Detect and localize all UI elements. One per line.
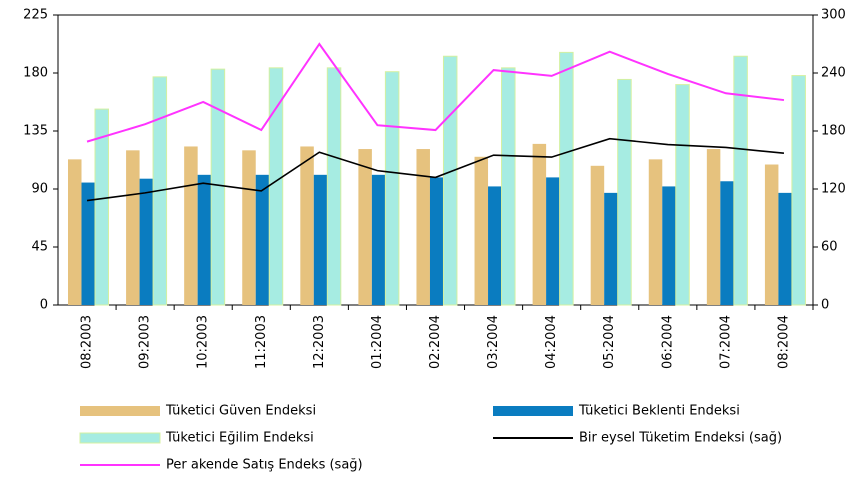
bar — [81, 182, 95, 305]
y-tick-label: 0 — [40, 298, 48, 313]
bar — [326, 67, 342, 306]
bar — [358, 149, 372, 305]
x-tick-label: 11:2003 — [254, 315, 269, 369]
y-tick-label: 135 — [23, 124, 48, 139]
y2-tick-label: 180 — [821, 124, 846, 139]
bar — [675, 84, 690, 306]
bar — [532, 143, 547, 305]
legend-label: Per akende Satış Endeks (sağ) — [166, 458, 363, 473]
bar — [791, 75, 806, 306]
x-tick-label: 02:2004 — [428, 315, 443, 369]
bar — [313, 174, 328, 305]
bar — [501, 67, 516, 306]
bar — [371, 174, 386, 305]
legend-label: Tüketici Güven Endeksi — [165, 404, 316, 419]
bar — [546, 177, 560, 305]
bar — [184, 146, 198, 305]
bar — [429, 177, 444, 305]
bar — [416, 149, 430, 305]
bar — [210, 68, 226, 306]
x-tick-label: 08:2003 — [80, 315, 95, 369]
bar — [778, 192, 792, 305]
legend-swatch — [79, 432, 161, 444]
x-tick-label: 04:2004 — [544, 315, 559, 369]
bar — [617, 78, 632, 306]
bar — [474, 156, 489, 305]
x-tick-label: 09:2003 — [138, 315, 153, 369]
bar — [662, 186, 676, 305]
x-tick-label: 01:2004 — [370, 315, 385, 369]
line — [86, 137, 785, 202]
y-tick-label: 225 — [23, 8, 48, 23]
bar — [197, 174, 212, 305]
x-tick-label: 10:2003 — [196, 315, 211, 369]
bar — [255, 174, 270, 305]
bar — [590, 165, 605, 305]
x-tick-label: 03:2004 — [486, 315, 501, 369]
bar — [706, 149, 721, 305]
bar — [488, 186, 502, 305]
y-tick-label: 180 — [23, 66, 48, 81]
y2-tick-label: 0 — [821, 298, 829, 313]
x-tick-label: 12:2003 — [312, 315, 327, 369]
bar — [442, 55, 458, 306]
bar — [268, 67, 284, 306]
x-tick-label: 05:2004 — [602, 315, 617, 369]
y-tick-label: 45 — [31, 240, 48, 255]
legend-label: Tüketici Eğilim Endeksi — [165, 431, 314, 446]
bar — [139, 178, 154, 305]
bar — [68, 159, 82, 305]
y2-tick-label: 60 — [821, 240, 838, 255]
y2-tick-label: 300 — [821, 8, 846, 23]
bar — [384, 71, 400, 306]
bar — [648, 159, 663, 305]
bar — [764, 164, 779, 305]
bar — [720, 181, 734, 305]
legend-label: Bir eysel Tüketim Endeksi (sağ) — [579, 431, 782, 446]
bar — [604, 192, 618, 305]
x-tick-label: 07:2004 — [718, 315, 733, 369]
x-tick-label: 06:2004 — [660, 315, 675, 369]
y2-tick-label: 240 — [821, 66, 846, 81]
bar — [559, 51, 574, 306]
bar — [733, 55, 748, 306]
bar — [94, 108, 109, 306]
legend-swatch — [493, 406, 573, 416]
bar — [126, 150, 140, 305]
legend-swatch — [80, 406, 160, 416]
y-tick-label: 90 — [31, 182, 48, 197]
legend-label: Tüketici Beklenti Endeksi — [578, 404, 740, 419]
bar — [300, 146, 314, 305]
bar — [242, 150, 256, 305]
x-tick-label: 08:2004 — [776, 315, 791, 369]
line — [86, 42, 785, 143]
y2-tick-label: 120 — [821, 182, 846, 197]
